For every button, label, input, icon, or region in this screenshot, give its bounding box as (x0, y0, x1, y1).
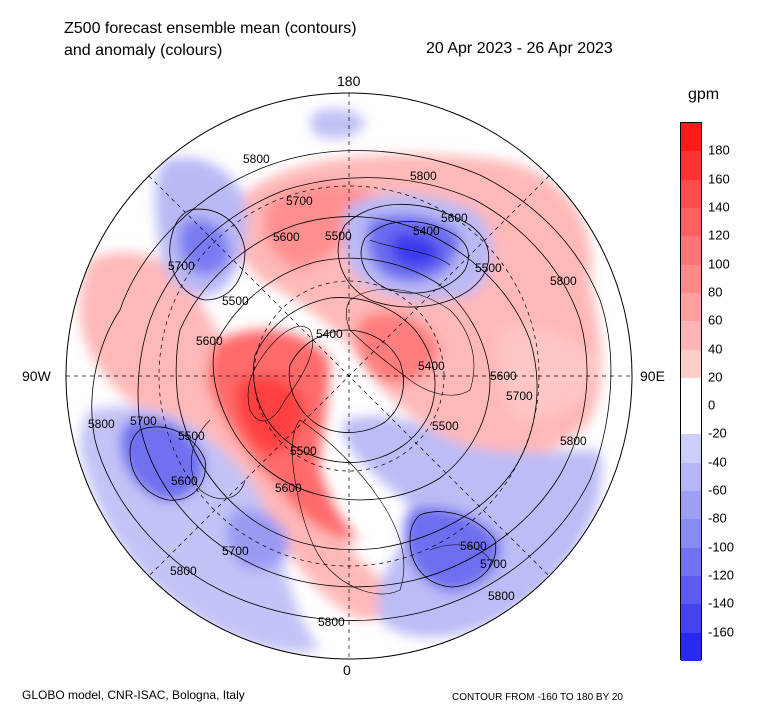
contour-label: 5700 (168, 259, 195, 273)
contour-label: 5500 (178, 429, 205, 443)
map-border (65, 92, 633, 660)
colorbar-tick-label: -160 (708, 624, 735, 640)
footer-contour-info: CONTOUR FROM -160 TO 180 BY 20 (452, 692, 623, 703)
colorbar-tick-label: 0 (708, 397, 716, 413)
colorbar-tick-label: -100 (708, 539, 735, 555)
contour-label: 5600 (196, 334, 223, 348)
contour-label: 5800 (488, 589, 515, 603)
colorbar-tick-label: -140 (708, 595, 735, 611)
colorbar-tick-label: -80 (708, 510, 727, 526)
footer-credit: GLOBO model, CNR-ISAC, Bologna, Italy (22, 688, 245, 702)
contour-label: 5400 (316, 327, 343, 341)
title-line-2: and anomaly (colours) (64, 42, 223, 59)
contour-label: 5800 (560, 434, 587, 448)
contour-label: 5800 (243, 152, 270, 166)
colorbar-segment (681, 547, 701, 577)
colorbar-unit: gpm (688, 86, 720, 103)
colorbar-segment (681, 632, 701, 662)
colorbar-segment (681, 349, 701, 379)
colorbar-segment (681, 576, 701, 605)
colorbar-segment (681, 292, 701, 322)
contour-label: 5700 (506, 389, 533, 403)
colorbar-tick-label: -40 (708, 454, 727, 470)
contour-label: 5500 (222, 294, 249, 308)
contour-label: 5500 (475, 261, 502, 275)
contour-label: 5600 (490, 369, 517, 383)
contour-label: 5500 (325, 229, 352, 243)
contour-label: 5700 (286, 194, 313, 208)
coastlines (190, 239, 491, 595)
contour-label: 5600 (460, 539, 487, 553)
lon-label-90e: 90E (640, 368, 665, 384)
contour-label: 5700 (222, 544, 249, 558)
lon-label-90w: 90W (22, 368, 51, 384)
contour-label: 5400 (413, 224, 440, 238)
colorbar-tick-label: -60 (708, 482, 727, 498)
colorbar-segment (681, 434, 701, 464)
colorbar-segment (681, 491, 701, 520)
colorbar-segment (681, 151, 701, 181)
colorbar-tick-label: 60 (708, 312, 723, 328)
contour-label: 5500 (290, 444, 317, 458)
colorbar-tick-label: 140 (708, 199, 730, 215)
colorbar-segment (681, 236, 701, 266)
contour-label: 5400 (418, 359, 445, 373)
chart-title: Z500 forecast ensemble mean (contours) a… (64, 18, 357, 62)
contour-label: 5700 (130, 414, 157, 428)
contour-label: 5600 (441, 211, 468, 225)
colorbar-segment (681, 406, 701, 435)
contour-label-group: 5800 5800 5700 5600 5500 5600 5400 5500 … (88, 152, 587, 629)
contour-label: 5800 (410, 169, 437, 183)
colorbar-tick-label: 160 (708, 171, 730, 187)
contour-label: 5600 (273, 230, 300, 244)
colorbar-segment (681, 377, 701, 407)
date-range: 20 Apr 2023 - 26 Apr 2023 (426, 40, 613, 57)
contour-label: 5800 (88, 417, 115, 431)
contour-label: 5500 (432, 419, 459, 433)
contour-label: 5700 (480, 557, 507, 571)
colorbar-tick-label: -20 (708, 425, 727, 441)
contour-label: 5600 (275, 481, 302, 495)
colorbar-tick-label: 100 (708, 256, 730, 272)
contour-label: 5800 (170, 564, 197, 578)
colorbar-tick-label: 120 (708, 227, 730, 243)
colorbar (680, 122, 702, 662)
colorbar-segment (681, 179, 701, 209)
lon-label-180: 180 (337, 73, 361, 89)
contour-lines (91, 150, 612, 621)
contour-label: 5600 (171, 474, 198, 488)
colorbar-segment (681, 321, 701, 351)
colorbar-segment (681, 519, 701, 549)
colorbar-tick-label: 180 (708, 142, 730, 158)
anomaly-field (80, 108, 602, 653)
graticule (66, 93, 632, 659)
colorbar-segment (681, 604, 701, 634)
contour-label: 5800 (550, 274, 577, 288)
colorbar-segment (681, 207, 701, 237)
colorbar-tick-label: -120 (708, 567, 735, 583)
colorbar-segment (681, 264, 701, 294)
colorbar-tick-label: 20 (708, 369, 723, 385)
colorbar-segment (681, 123, 701, 152)
colorbar-tick-label: 40 (708, 341, 723, 357)
title-line-1: Z500 forecast ensemble mean (contours) (64, 20, 357, 37)
colorbar-tick-label: 80 (708, 284, 723, 300)
contour-label: 5800 (318, 615, 345, 629)
colorbar-segment (681, 462, 701, 492)
lon-label-0: 0 (343, 662, 351, 678)
